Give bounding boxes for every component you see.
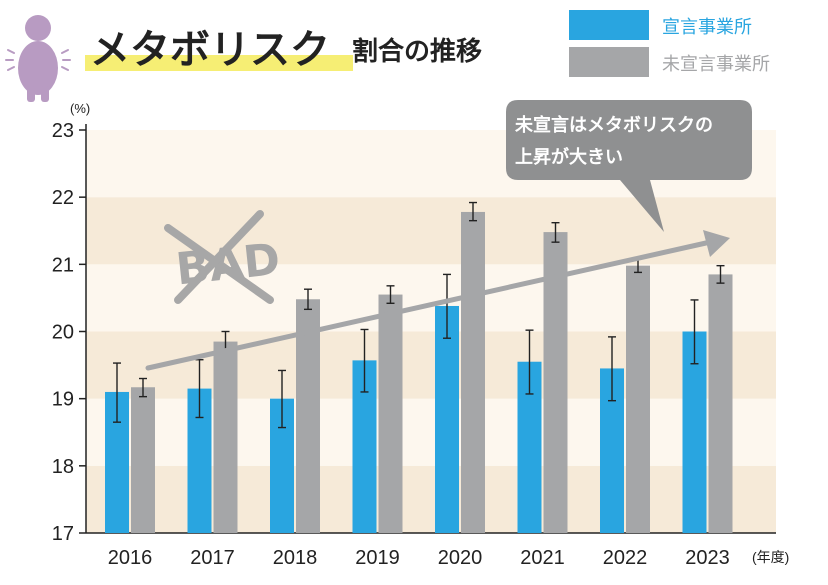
x-tick-label: 2021 [520,547,565,569]
bar-undeclared-2017 [213,341,238,533]
trend-arrow [145,230,730,371]
trend-arrow-line [145,240,709,371]
x-tick-label: 2022 [603,547,648,569]
legend: 宣言事業所 未宣言事業所 [569,10,770,77]
legend-label-declared: 宣言事業所 [662,17,752,38]
x-tick-label: 2017 [190,547,235,569]
bar-declared-2020 [435,305,459,533]
chart-title: メタボリスク 割合の推移 [85,27,482,73]
y-tick-label: 22 [52,187,74,209]
callout-bubble [506,100,752,232]
legend-swatch-declared [569,10,649,40]
x-tick-label: 2020 [438,547,483,569]
title-sub: 割合の推移 [352,36,482,67]
bar-undeclared-2021 [543,232,568,534]
bar-declared-2023 [682,331,707,533]
y-tick-label: 21 [52,254,74,276]
callout-line-1: 未宣言はメタボリスクの [515,114,713,136]
error-bar-group [113,201,725,429]
callout-line-2: 上昇が大きい [515,146,623,168]
bar-undeclared-2020 [461,211,485,533]
person-figure-icon [5,15,71,102]
bar-undeclared-2022 [626,265,650,533]
bar-undeclared-2023 [708,274,733,533]
title-main: メタボリスク [90,27,330,73]
x-tick-label: 2019 [355,547,400,569]
y-tick-label: 23 [52,120,74,142]
bad-stamp-stroke-2 [174,210,264,304]
bar-undeclared-2018 [296,299,320,533]
y-tick-label: 17 [52,523,74,545]
band-19 [86,331,776,399]
y-tick-label: 18 [52,456,74,478]
bad-stamp-stroke-1 [164,224,274,304]
y-tick-label: 19 [52,389,74,411]
y-tick-label: 20 [52,322,74,344]
legend-label-undeclared: 未宣言事業所 [662,54,770,75]
x-axis-unit: (年度) [752,549,789,565]
bar-undeclared-2019 [378,294,403,533]
x-tick-label: 2023 [685,547,730,569]
x-tick-label: 2018 [273,547,318,569]
bar-undeclared-2016 [131,387,155,533]
trend-arrow-head [703,230,730,257]
legend-swatch-undeclared [569,47,649,77]
bad-stamp: BAD [164,210,283,304]
y-axis-unit: (%) [70,101,90,116]
bar-group [105,211,733,534]
callout: 未宣言はメタボリスクの 上昇が大きい [506,100,752,232]
x-tick-label: 2016 [108,547,153,569]
title-highlight [85,55,353,71]
